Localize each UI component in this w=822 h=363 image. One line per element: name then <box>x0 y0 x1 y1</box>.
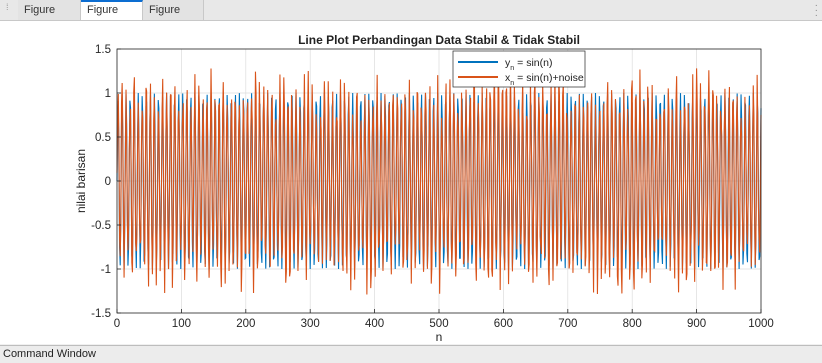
x-tick-label: 600 <box>494 318 513 330</box>
legend-entry-yn: yn = sin(n) <box>505 57 552 72</box>
legend-series-name: x <box>505 72 511 84</box>
x-tick-label: 700 <box>558 318 577 330</box>
x-tick-label: 300 <box>301 318 320 330</box>
y-tick-label: 1.5 <box>95 44 111 56</box>
x-tick-label: 0 <box>114 318 120 330</box>
tab-figure-2[interactable]: Figure 2× <box>81 0 143 33</box>
x-tick-label: 800 <box>623 318 642 330</box>
legend-box <box>452 50 586 88</box>
legend-entry-xn: xn = sin(n)+noise <box>505 72 584 87</box>
x-tick-label: 1000 <box>748 318 774 330</box>
legend-series-equation: = sin(n) <box>517 57 552 69</box>
y-tick-label: 0 <box>105 176 111 188</box>
legend-series-subscript: n <box>510 80 514 87</box>
legend-series-name: y <box>505 57 511 69</box>
legend-series-subscript: n <box>510 65 514 72</box>
drag-grip-icon[interactable]: ⁞ <box>6 2 9 12</box>
x-tick-label: 400 <box>365 318 384 330</box>
x-tick-label: 200 <box>236 318 255 330</box>
figure-canvas: 0 100 200 300 400 500 600 700 800 900 1000 1.5 1 0.5 0… <box>0 21 822 344</box>
command-window-header[interactable]: Command Window <box>0 345 822 363</box>
x-tick-label: 900 <box>687 318 706 330</box>
y-tick-label: -0.5 <box>91 220 111 232</box>
x-axis-label: n <box>436 330 443 344</box>
tab-figure-3[interactable]: Figure 3× <box>143 0 204 36</box>
chart-title: Line Plot Perbandingan Data Stabil & Tid… <box>298 33 580 47</box>
y-tick-label: 1 <box>105 88 111 100</box>
figure-tab-bar: ⁞ Figure 1× Figure 2× Figure 3× ··· <box>0 0 822 36</box>
y-axis-label: nilai barisan <box>74 149 88 213</box>
series-line-sin(n)+noise <box>116 68 762 295</box>
more-options-icon[interactable]: · · · <box>814 0 818 21</box>
legend-series-equation: = sin(n)+noise <box>517 72 584 84</box>
y-tick-label: -1 <box>101 264 111 276</box>
y-tick-label: -1.5 <box>91 308 111 320</box>
command-window-label: Command Window <box>3 348 96 360</box>
y-tick-label: 0.5 <box>95 132 111 144</box>
axis-ticks: 0 100 200 300 400 500 600 700 800 900 1000 1.5 1 0.5 0… <box>91 44 774 330</box>
line-chart: 0 100 200 300 400 500 600 700 800 900 1000 1.5 1 0.5 0… <box>74 33 774 344</box>
legend[interactable]: yn = sin(n) xn = sin(n)+noise <box>452 50 586 88</box>
x-tick-label: 500 <box>429 318 448 330</box>
x-tick-label: 100 <box>172 318 191 330</box>
series-lines <box>116 68 762 295</box>
tab-figure-1[interactable]: Figure 1× <box>18 0 81 36</box>
